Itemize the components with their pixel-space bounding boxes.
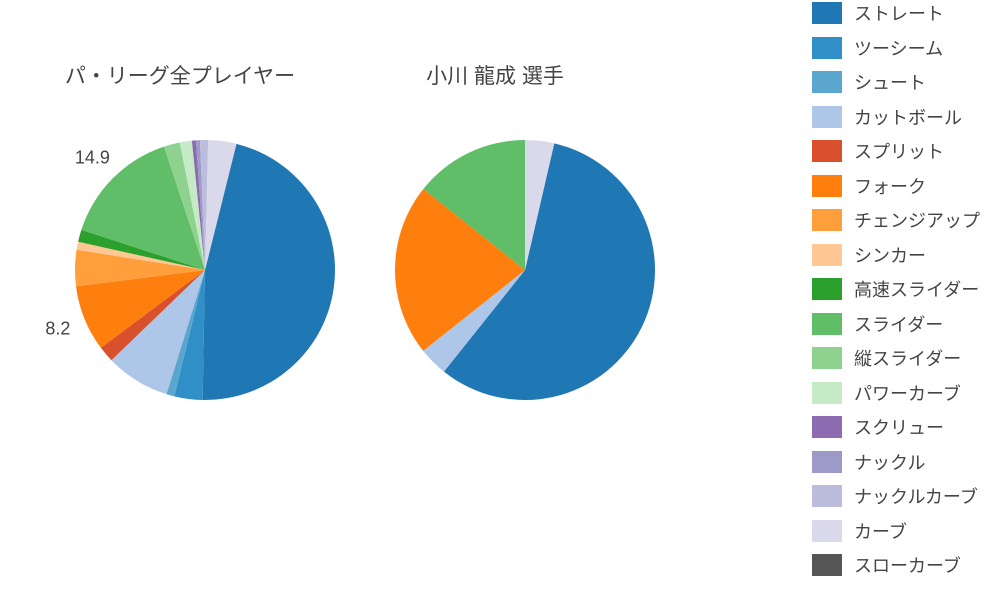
legend-label: 高速スライダー: [854, 276, 979, 302]
legend-label: シンカー: [854, 242, 926, 268]
legend-item: スプリット: [812, 138, 980, 164]
legend-swatch: [812, 71, 842, 93]
legend-label: ナックル: [854, 449, 925, 475]
pie-chart: [73, 138, 337, 402]
legend-item: 高速スライダー: [812, 276, 980, 302]
legend-swatch: [812, 209, 842, 231]
legend-item: スライダー: [812, 311, 980, 337]
legend: ストレートツーシームシュートカットボールスプリットフォークチェンジアップシンカー…: [812, 0, 980, 587]
legend-swatch: [812, 37, 842, 59]
legend-label: チェンジアップ: [854, 207, 980, 233]
legend-label: スローカーブ: [854, 552, 961, 578]
legend-item: フォーク: [812, 173, 980, 199]
legend-swatch: [812, 2, 842, 24]
legend-label: カーブ: [854, 518, 907, 544]
legend-item: スクリュー: [812, 414, 980, 440]
legend-item: カットボール: [812, 104, 980, 130]
legend-item: 縦スライダー: [812, 345, 980, 371]
legend-item: ナックルカーブ: [812, 483, 980, 509]
legend-item: ナックル: [812, 449, 980, 475]
legend-label: スライダー: [854, 311, 943, 337]
slice-label: 8.2: [45, 319, 70, 340]
chart-title: 小川 龍成 選手: [375, 60, 615, 90]
legend-swatch: [812, 451, 842, 473]
legend-label: スクリュー: [854, 414, 944, 440]
legend-swatch: [812, 278, 842, 300]
legend-label: ナックルカーブ: [854, 483, 978, 509]
chart-container: 46.48.214.9パ・リーグ全プレイヤー57.121.414.3小川 龍成 …: [0, 0, 1000, 600]
legend-label: フォーク: [854, 173, 926, 199]
legend-item: パワーカーブ: [812, 380, 980, 406]
legend-swatch: [812, 382, 842, 404]
legend-swatch: [812, 244, 842, 266]
legend-swatch: [812, 485, 842, 507]
legend-label: ストレート: [854, 0, 944, 26]
legend-label: パワーカーブ: [854, 380, 961, 406]
legend-swatch: [812, 554, 842, 576]
pie-chart: [393, 138, 657, 402]
legend-label: ツーシーム: [854, 35, 943, 61]
legend-item: カーブ: [812, 518, 980, 544]
legend-label: カットボール: [854, 104, 962, 130]
legend-swatch: [812, 140, 842, 162]
legend-item: シュート: [812, 69, 980, 95]
legend-swatch: [812, 416, 842, 438]
legend-swatch: [812, 106, 842, 128]
legend-label: シュート: [854, 69, 926, 95]
legend-item: ストレート: [812, 0, 980, 26]
legend-swatch: [812, 175, 842, 197]
legend-item: スローカーブ: [812, 552, 980, 578]
chart-title: パ・リーグ全プレイヤー: [60, 60, 300, 90]
legend-item: シンカー: [812, 242, 980, 268]
legend-swatch: [812, 313, 842, 335]
legend-swatch: [812, 347, 842, 369]
legend-item: チェンジアップ: [812, 207, 980, 233]
legend-swatch: [812, 520, 842, 542]
legend-label: スプリット: [854, 138, 944, 164]
legend-item: ツーシーム: [812, 35, 980, 61]
legend-label: 縦スライダー: [854, 345, 961, 371]
